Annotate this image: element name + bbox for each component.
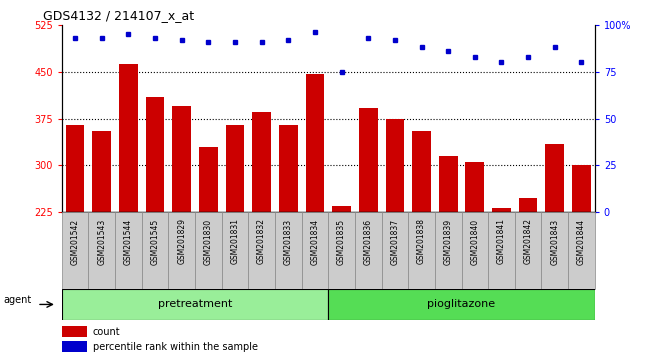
Bar [328,212,355,289]
Bar [62,341,87,353]
Bar [408,212,435,289]
Bar [385,119,404,212]
Bar [332,206,351,212]
Text: GDS4132 / 214107_x_at: GDS4132 / 214107_x_at [43,9,194,22]
Bar [88,212,115,289]
Bar [465,162,484,212]
Bar [115,212,142,289]
Text: GSM201830: GSM201830 [204,218,213,264]
Bar [302,212,328,289]
Text: pioglitazone: pioglitazone [428,299,495,309]
Bar [435,212,462,289]
Text: GSM201831: GSM201831 [231,218,239,264]
Bar [62,289,328,320]
Text: GSM201829: GSM201829 [177,218,186,264]
Text: GSM201545: GSM201545 [151,218,159,265]
Text: GSM201840: GSM201840 [471,218,479,264]
Text: count: count [93,327,120,337]
Bar [519,198,538,212]
Text: GSM201542: GSM201542 [71,218,79,264]
Bar [328,289,595,320]
Bar [462,212,488,289]
Bar [515,212,541,289]
Bar [252,112,271,212]
Text: GSM201844: GSM201844 [577,218,586,264]
Text: GSM201835: GSM201835 [337,218,346,264]
Bar [572,165,591,212]
Bar [488,212,515,289]
Bar [412,131,431,212]
Text: GSM201838: GSM201838 [417,218,426,264]
Text: percentile rank within the sample: percentile rank within the sample [93,342,257,352]
Bar [62,326,87,337]
Text: GSM201841: GSM201841 [497,218,506,264]
Bar [226,125,244,212]
Text: GSM201834: GSM201834 [311,218,319,264]
Bar [492,208,511,212]
Bar [119,64,138,212]
Bar [306,74,324,212]
Text: pretreatment: pretreatment [158,299,232,309]
Bar [545,144,564,212]
Bar [568,212,595,289]
Text: GSM201842: GSM201842 [524,218,532,264]
Bar [279,125,298,212]
Text: GSM201837: GSM201837 [391,218,399,264]
Bar [199,147,218,212]
Bar [439,156,458,212]
Bar [142,212,168,289]
Bar [66,125,84,212]
Bar [355,212,382,289]
Bar [541,212,568,289]
Text: GSM201839: GSM201839 [444,218,452,264]
Bar [275,212,302,289]
Bar [359,108,378,212]
Text: GSM201543: GSM201543 [98,218,106,265]
Bar [382,212,408,289]
Text: agent: agent [3,295,31,305]
Bar [62,212,88,289]
Bar [222,212,248,289]
Bar [146,97,164,212]
Bar [168,212,195,289]
Bar [248,212,275,289]
Text: GSM201833: GSM201833 [284,218,292,264]
Text: GSM201836: GSM201836 [364,218,372,264]
Text: GSM201544: GSM201544 [124,218,133,265]
Text: GSM201843: GSM201843 [551,218,559,264]
Text: GSM201832: GSM201832 [257,218,266,264]
Bar [172,106,191,212]
Bar [195,212,222,289]
Bar [92,131,111,212]
